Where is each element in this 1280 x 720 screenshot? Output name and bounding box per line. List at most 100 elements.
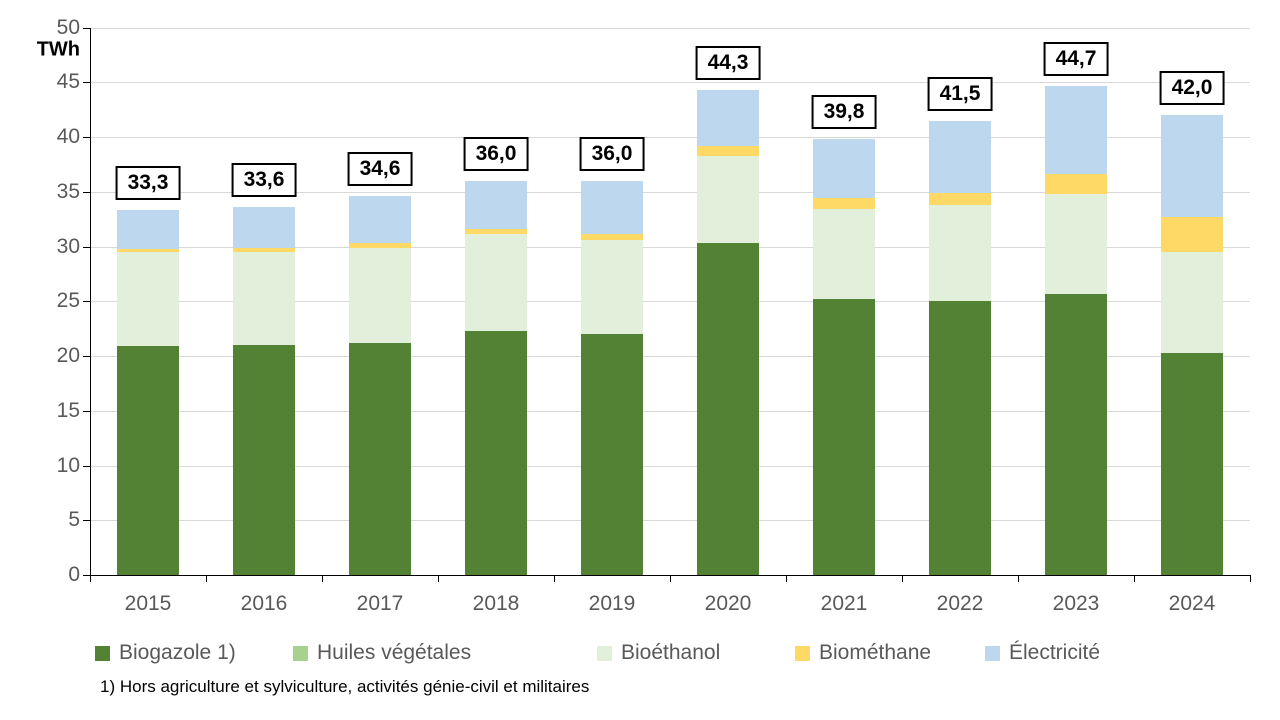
x-axis-category-label: 2017: [356, 592, 404, 615]
bar-segment-bioéthanol: [117, 251, 179, 347]
bar-segment-bioéthanol: [929, 204, 991, 302]
bar-segment-biométhane: [581, 234, 643, 240]
bar-segment-électricité: [1045, 85, 1107, 175]
gridline-15: [90, 410, 1250, 412]
gridline-10: [90, 465, 1250, 467]
bar-segment-bioéthanol: [697, 155, 759, 244]
gridline-50: [90, 27, 1250, 29]
bar-segment-biométhane: [117, 248, 179, 252]
bar-segment-biogazole-1-: [1161, 352, 1223, 575]
y-axis-tick-label: 45: [56, 70, 80, 94]
y-axis-line: [90, 27, 91, 581]
gridline-25: [90, 301, 1250, 303]
bar-segment-électricité: [465, 180, 527, 229]
y-axis-tick-label: 15: [56, 398, 80, 422]
total-label: 33,6: [231, 163, 297, 198]
x-axis-category-label: 2022: [936, 592, 984, 615]
legend-label: Électricité: [1009, 641, 1101, 664]
y-axis-tick: [83, 465, 90, 467]
footnote: 1) Hors agriculture et sylviculture, act…: [100, 677, 590, 696]
x-axis-tick: [206, 575, 207, 582]
bar-segment-biogazole-1-: [465, 330, 527, 575]
x-axis-category-label: 2016: [240, 592, 288, 615]
legend-swatch-icon: [985, 645, 1000, 661]
x-axis-tick: [90, 575, 91, 582]
y-axis-tick-label: 40: [56, 125, 80, 148]
legend-item-3: Bioéthanol: [597, 641, 720, 665]
x-axis-tick: [554, 575, 555, 582]
x-axis-tick: [902, 575, 903, 582]
x-axis-tick: [786, 575, 787, 582]
gridline-5: [90, 520, 1250, 522]
bar-segment-bioéthanol: [1045, 193, 1107, 294]
bar-segment-biométhane: [465, 228, 527, 235]
y-axis-tick-label: 10: [56, 453, 80, 477]
y-axis-tick-label: 30: [56, 234, 80, 258]
bar-segment-biogazole-1-: [233, 345, 295, 575]
gridline-45: [90, 82, 1250, 84]
bar-segment-biogazole-1-: [929, 301, 991, 575]
x-axis-tick: [1134, 575, 1135, 582]
x-axis-category-label: 2015: [124, 592, 172, 615]
x-axis-tick: [1018, 575, 1019, 582]
bar-segment-biogazole-1-: [1045, 293, 1107, 575]
total-label: 42,0: [1159, 71, 1225, 106]
bar-segment-biométhane: [1161, 216, 1223, 252]
bar-segment-biogazole-1-: [117, 346, 179, 575]
bar-segment-électricité: [1161, 115, 1223, 217]
bar-segment-bioéthanol: [349, 247, 411, 343]
y-axis-tick: [83, 410, 90, 412]
x-axis-tick: [322, 575, 323, 582]
bar-segment-biométhane: [697, 145, 759, 156]
bar-segment-électricité: [929, 120, 991, 193]
legend-item-1: Biogazole 1): [95, 641, 236, 665]
bar-segment-bioéthanol: [233, 251, 295, 346]
legend-label: Biométhane: [819, 641, 932, 664]
x-axis-category-label: 2019: [588, 592, 636, 615]
x-axis-category-label: 2020: [704, 592, 752, 615]
legend-swatch-icon: [795, 645, 810, 661]
legend-label: Bioéthanol: [621, 641, 721, 664]
legend-swatch-icon: [597, 645, 612, 661]
bar-segment-électricité: [117, 210, 179, 249]
bar-segment-biométhane: [349, 243, 411, 248]
bar-segment-bioéthanol: [465, 234, 527, 331]
bar-segment-biogazole-1-: [813, 299, 875, 575]
bar-segment-biométhane: [233, 247, 295, 252]
total-label: 34,6: [347, 152, 413, 187]
y-axis-tick: [83, 520, 90, 522]
bar-segment-électricité: [581, 180, 643, 235]
legend-item-4: Biométhane: [795, 641, 931, 665]
y-axis-tick: [83, 82, 90, 84]
legend-label: Biogazole 1): [119, 641, 236, 664]
x-axis-category-label: 2018: [472, 592, 520, 615]
y-axis-unit-label: TWh: [36, 38, 80, 60]
x-axis-category-label: 2024: [1168, 592, 1216, 615]
total-label: 44,7: [1043, 41, 1109, 76]
x-axis-tick: [670, 575, 671, 582]
bar-segment-bioéthanol: [813, 209, 875, 300]
gridline-30: [90, 246, 1250, 248]
gridline-20: [90, 356, 1250, 357]
legend-label: Huiles végétales: [317, 641, 472, 664]
bar-segment-électricité: [697, 89, 759, 146]
bar-segment-biométhane: [929, 192, 991, 205]
bar-segment-électricité: [233, 207, 295, 248]
bar-segment-bioéthanol: [581, 239, 643, 335]
total-label: 36,0: [463, 136, 529, 171]
bar-segment-biométhane: [1045, 174, 1107, 194]
y-axis-tick: [83, 137, 90, 138]
bar-segment-biogazole-1-: [349, 342, 411, 575]
bar-segment-biogazole-1-: [697, 243, 759, 575]
legend-swatch-icon: [293, 645, 308, 661]
total-label: 41,5: [927, 76, 993, 111]
bar-segment-électricité: [813, 139, 875, 199]
y-axis-tick: [83, 356, 90, 357]
y-axis-tick: [83, 191, 90, 193]
legend-swatch-icon: [95, 645, 110, 661]
bar-segment-bioéthanol: [1161, 251, 1223, 353]
x-axis-category-label: 2021: [820, 592, 868, 615]
legend-item-2: Huiles végétales: [293, 641, 471, 665]
y-axis-tick: [83, 246, 90, 248]
